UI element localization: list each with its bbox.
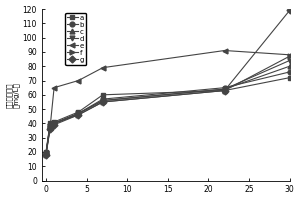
e xyxy=(77,79,80,82)
g xyxy=(101,101,105,103)
d xyxy=(77,112,80,115)
a xyxy=(223,89,226,92)
a xyxy=(48,122,52,125)
Line: e: e xyxy=(44,48,292,156)
f xyxy=(44,154,48,156)
c xyxy=(52,122,56,125)
b xyxy=(52,122,56,125)
Line: g: g xyxy=(44,8,292,157)
f xyxy=(223,89,226,92)
b xyxy=(48,124,52,126)
Line: c: c xyxy=(44,64,292,156)
c xyxy=(77,112,80,115)
f xyxy=(48,126,52,129)
d xyxy=(288,59,291,62)
g xyxy=(77,114,80,116)
f xyxy=(52,122,56,125)
a xyxy=(44,151,48,153)
b xyxy=(77,112,80,115)
d xyxy=(101,99,105,102)
f xyxy=(101,101,105,103)
g xyxy=(44,154,48,156)
d xyxy=(52,122,56,125)
Line: d: d xyxy=(44,58,292,156)
e xyxy=(52,86,56,89)
a xyxy=(288,76,291,79)
Line: b: b xyxy=(44,70,292,156)
e xyxy=(44,152,48,155)
Line: a: a xyxy=(44,75,292,154)
d xyxy=(48,125,52,127)
Y-axis label: 溶解性總固體
（mg/L）: 溶解性總固體 （mg/L） xyxy=(6,82,20,108)
g xyxy=(52,124,56,126)
a xyxy=(52,121,56,123)
e xyxy=(288,54,291,56)
c xyxy=(48,124,52,126)
c xyxy=(101,99,105,102)
Legend: a, b, c, d, e, f, g: a, b, c, d, e, f, g xyxy=(65,13,86,65)
f xyxy=(288,55,291,57)
e xyxy=(223,49,226,52)
g xyxy=(288,9,291,12)
b xyxy=(44,152,48,155)
d xyxy=(223,88,226,90)
b xyxy=(101,98,105,100)
e xyxy=(101,66,105,69)
b xyxy=(223,86,226,89)
g xyxy=(223,89,226,92)
b xyxy=(288,71,291,73)
d xyxy=(44,152,48,155)
c xyxy=(223,88,226,90)
a xyxy=(101,94,105,96)
Line: f: f xyxy=(44,54,292,157)
a xyxy=(77,111,80,113)
c xyxy=(288,65,291,67)
g xyxy=(48,128,52,130)
f xyxy=(77,114,80,116)
c xyxy=(44,152,48,155)
e xyxy=(48,126,52,129)
